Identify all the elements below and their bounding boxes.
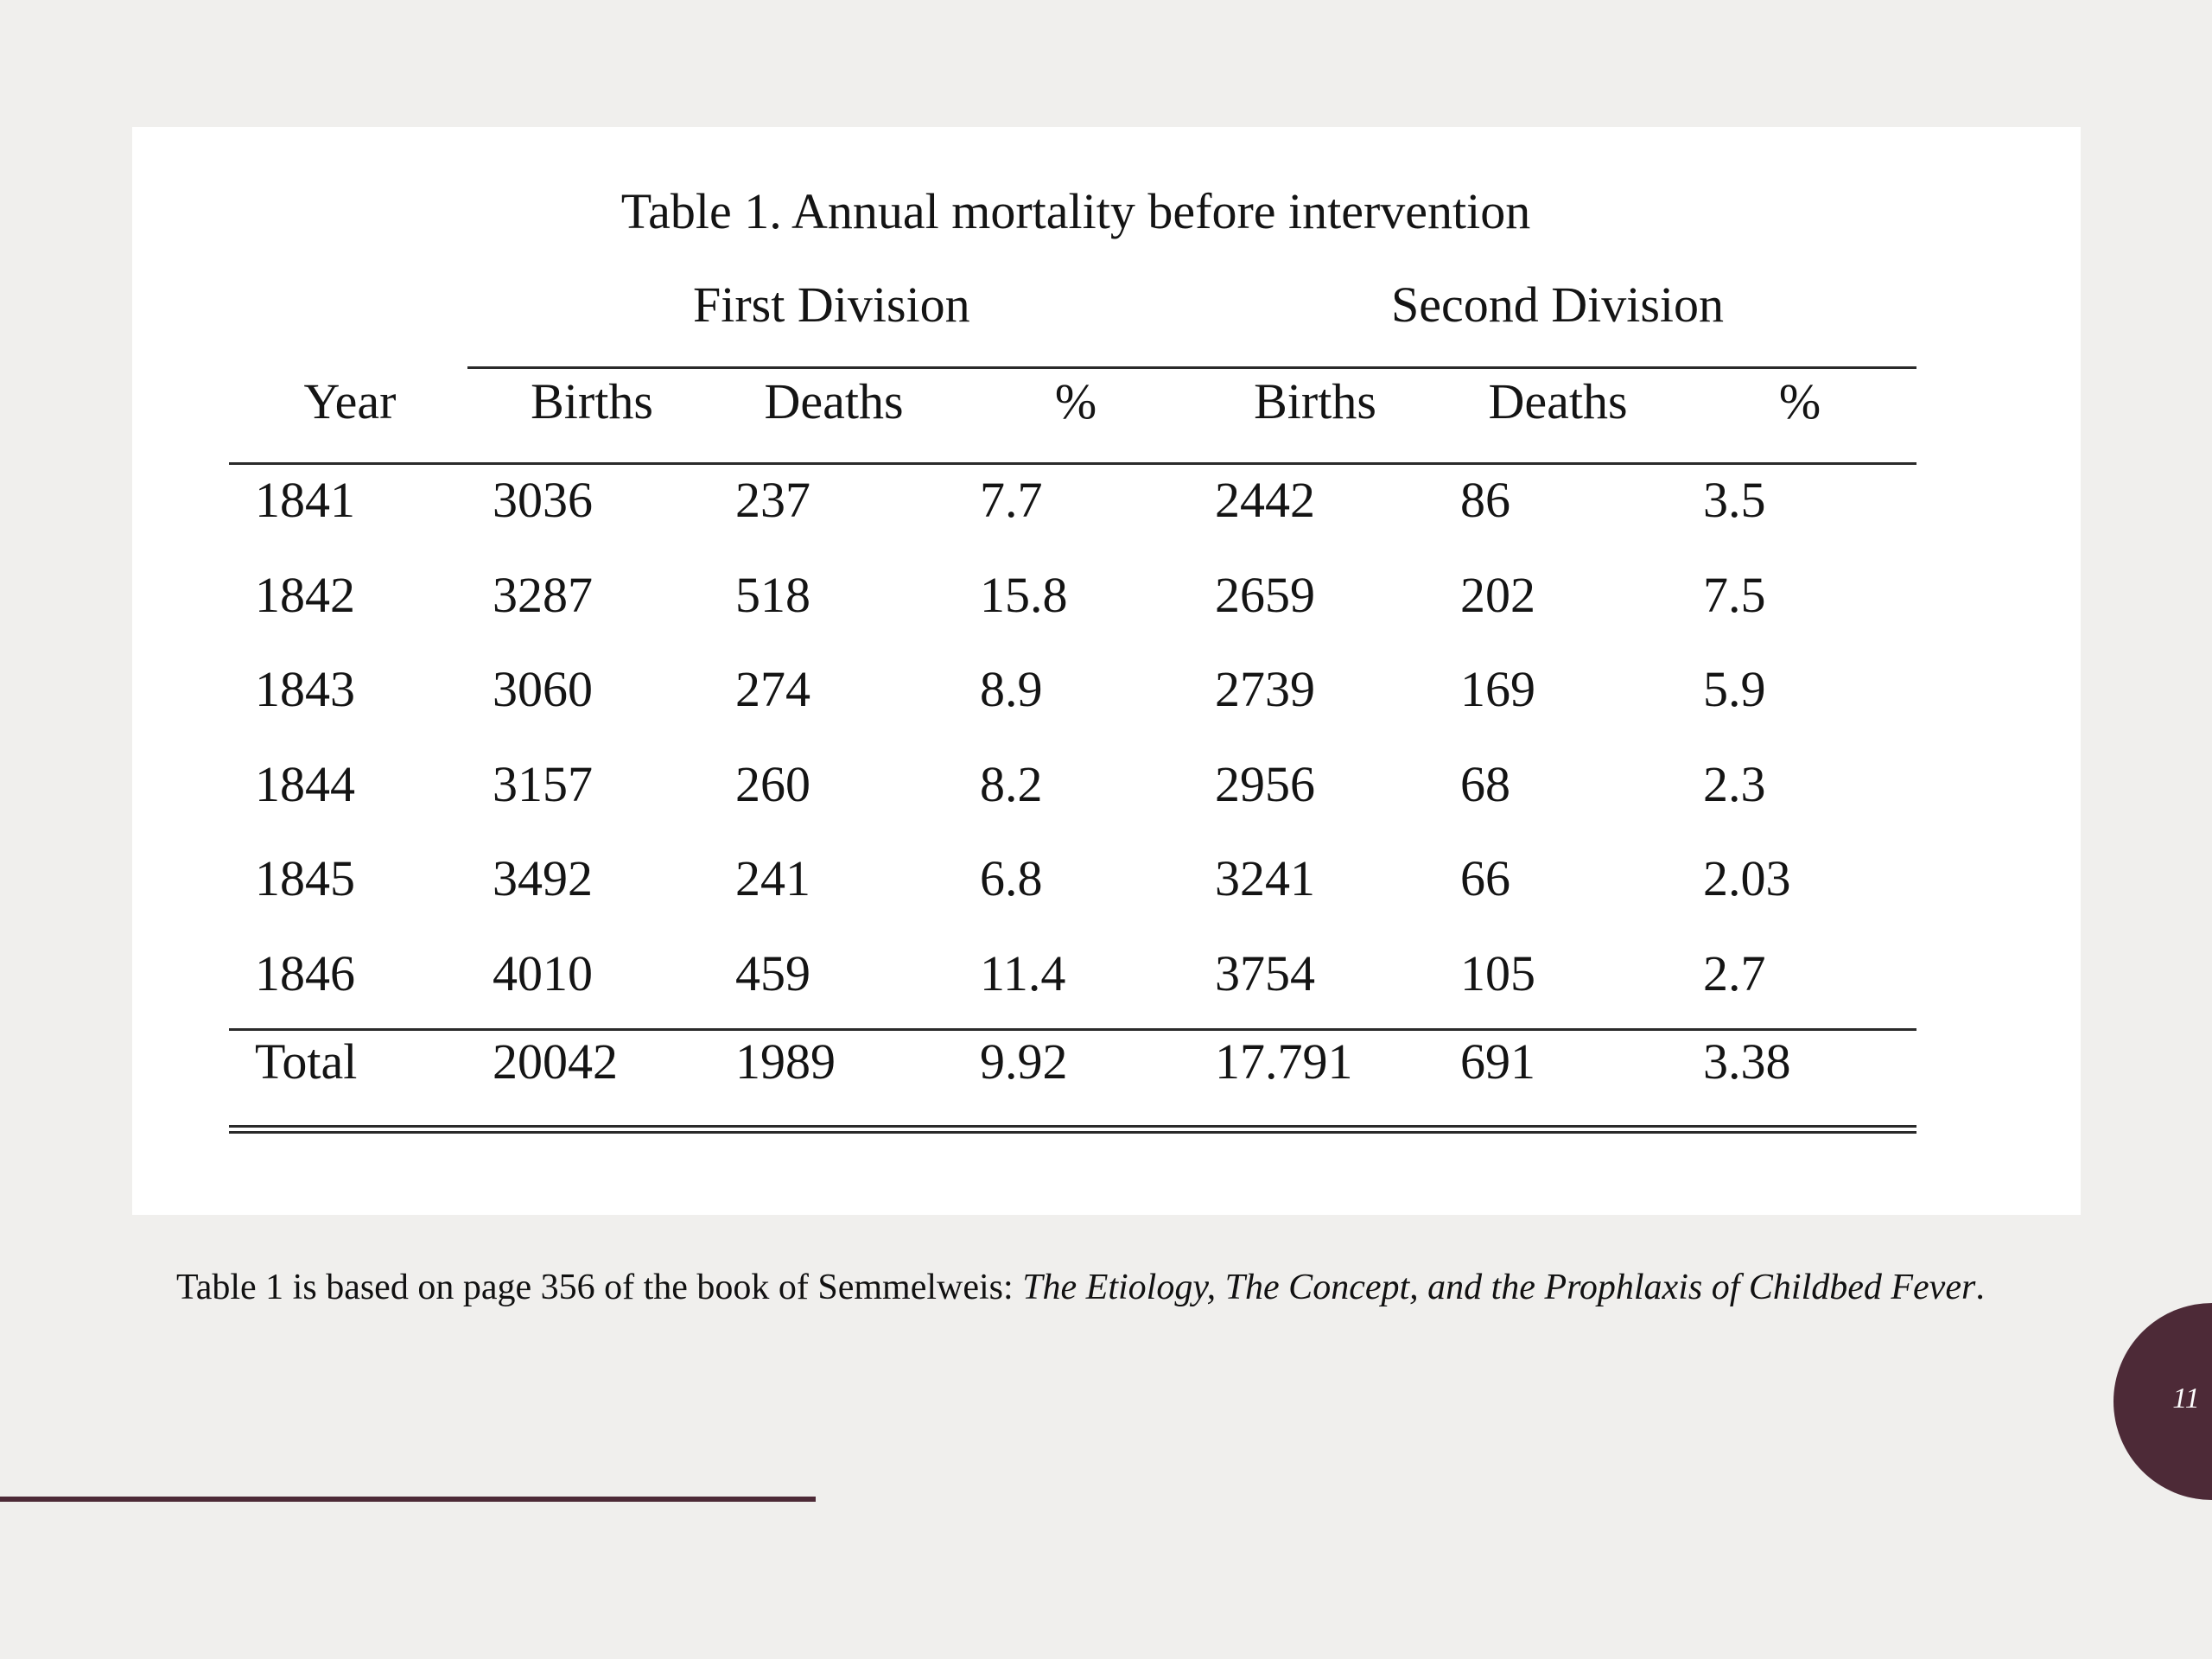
table-cell-first-deaths: 274 <box>735 661 810 717</box>
table-cell-second-deaths: 202 <box>1460 567 1535 623</box>
column-header-second-percent: % <box>1778 373 1821 429</box>
division-underline <box>467 366 1916 369</box>
column-header-first-deaths: Deaths <box>764 373 904 429</box>
table-cell-first-births: 3492 <box>493 850 593 906</box>
total-cell-second-deaths: 691 <box>1460 1033 1535 1090</box>
table-cell-first-deaths: 241 <box>735 850 810 906</box>
table-cell-first-deaths: 237 <box>735 472 810 528</box>
table-cell-second-percent: 2.03 <box>1703 850 1791 906</box>
table-cell-second-births: 3241 <box>1215 850 1315 906</box>
table-cell-first-births: 3036 <box>493 472 593 528</box>
column-header-year: Year <box>303 373 397 429</box>
table-cell-second-percent: 2.7 <box>1703 945 1766 1001</box>
total-cell-year: Total <box>255 1033 358 1090</box>
table-cell-second-births: 2659 <box>1215 567 1315 623</box>
table-cell-second-percent: 7.5 <box>1703 567 1766 623</box>
table-cell-first-births: 3287 <box>493 567 593 623</box>
column-header-first-percent: % <box>1054 373 1097 429</box>
table-cell-second-births: 2442 <box>1215 472 1315 528</box>
table-cell-first-percent: 6.8 <box>980 850 1043 906</box>
table-cell-year: 1841 <box>255 472 355 528</box>
total-cell-second-births: 17.791 <box>1215 1033 1353 1090</box>
table-cell-first-deaths: 260 <box>735 756 810 812</box>
total-rule <box>229 1028 1916 1031</box>
caption-prefix: Table 1 is based on page 356 of the book… <box>176 1268 1023 1307</box>
table-cell-second-births: 2739 <box>1215 661 1315 717</box>
table-cell-first-births: 4010 <box>493 945 593 1001</box>
table-cell-second-percent: 5.9 <box>1703 661 1766 717</box>
total-cell-second-percent: 3.38 <box>1703 1033 1791 1090</box>
total-cell-first-deaths: 1989 <box>735 1033 836 1090</box>
table-cell-second-births: 3754 <box>1215 945 1315 1001</box>
table-cell-second-births: 2956 <box>1215 756 1315 812</box>
table-title: Table 1. Annual mortality before interve… <box>620 183 1531 239</box>
header-rule <box>229 462 1916 465</box>
page-number: 11 <box>2172 1382 2200 1414</box>
table-cell-first-births: 3060 <box>493 661 593 717</box>
table-cell-first-percent: 7.7 <box>980 472 1043 528</box>
caption-suffix: . <box>1975 1268 1985 1307</box>
total-cell-first-percent: 9.92 <box>980 1033 1068 1090</box>
table-cell-second-percent: 3.5 <box>1703 472 1766 528</box>
table-cell-first-deaths: 459 <box>735 945 810 1001</box>
table-cell-second-deaths: 105 <box>1460 945 1535 1001</box>
table-cell-year: 1842 <box>255 567 355 623</box>
column-header-second-deaths: Deaths <box>1488 373 1628 429</box>
table-card <box>132 127 2081 1215</box>
table-cell-second-percent: 2.3 <box>1703 756 1766 812</box>
table-cell-year: 1844 <box>255 756 355 812</box>
table-cell-second-deaths: 169 <box>1460 661 1535 717</box>
bottom-rule-lower <box>229 1131 1916 1134</box>
total-cell-first-births: 20042 <box>493 1033 618 1090</box>
table-cell-year: 1845 <box>255 850 355 906</box>
division-header-second: Second Division <box>1391 276 1725 333</box>
table-cell-year: 1846 <box>255 945 355 1001</box>
accent-line <box>0 1497 816 1502</box>
table-cell-second-deaths: 68 <box>1460 756 1510 812</box>
table-cell-first-births: 3157 <box>493 756 593 812</box>
table-cell-first-percent: 8.9 <box>980 661 1043 717</box>
table-cell-year: 1843 <box>255 661 355 717</box>
table-cell-second-deaths: 66 <box>1460 850 1510 906</box>
caption-book-title: The Etiology, The Concept, and the Proph… <box>1022 1268 1976 1307</box>
column-header-first-births: Births <box>531 373 653 429</box>
table-cell-first-deaths: 518 <box>735 567 810 623</box>
table-cell-first-percent: 11.4 <box>980 945 1066 1001</box>
division-header-first: First Division <box>693 276 970 333</box>
table-cell-first-percent: 8.2 <box>980 756 1043 812</box>
table-caption: Table 1 is based on page 356 of the book… <box>176 1263 2077 1312</box>
bottom-rule-upper <box>229 1125 1916 1128</box>
column-header-second-births: Births <box>1254 373 1376 429</box>
table-cell-first-percent: 15.8 <box>980 567 1068 623</box>
table-cell-second-deaths: 86 <box>1460 472 1510 528</box>
